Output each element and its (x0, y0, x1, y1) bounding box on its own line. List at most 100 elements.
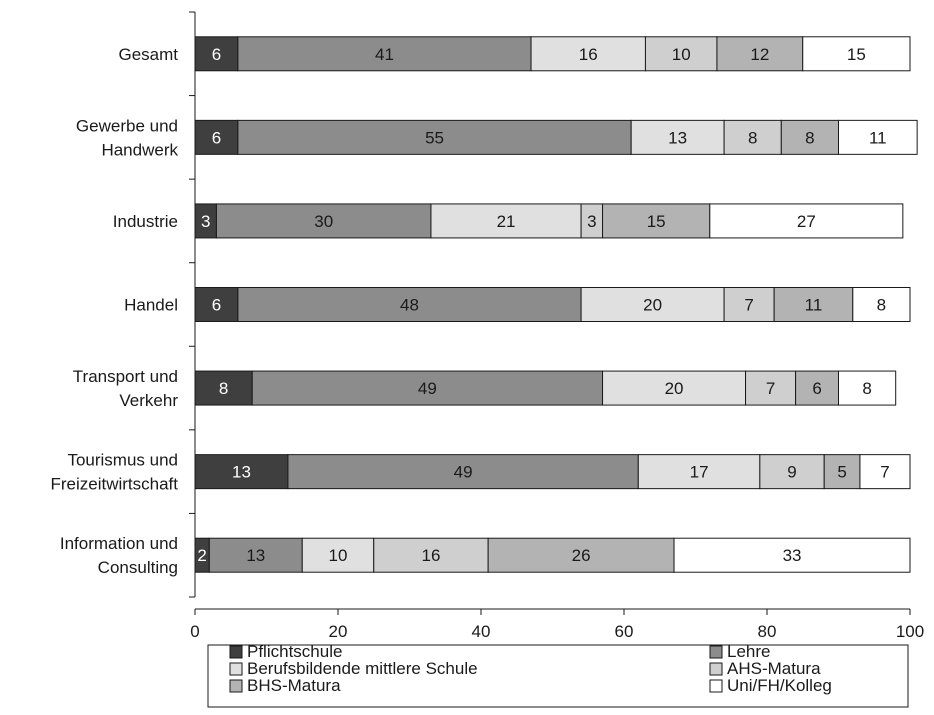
x-tick-label: 40 (472, 622, 491, 641)
bar-value-label: 11 (805, 296, 823, 315)
bar-value-label: 8 (805, 128, 814, 147)
bar-segment (630, 119, 725, 155)
bar-segment (430, 203, 582, 239)
bar-segment (194, 119, 239, 155)
bar-segment (802, 36, 911, 72)
bar-value-label: 48 (400, 296, 419, 315)
bar-segment (251, 370, 604, 406)
bar-value-label: 12 (750, 45, 769, 64)
legend-label: Uni/FH/Kolleg (727, 676, 832, 695)
category-label: Verkehr (119, 391, 178, 410)
x-tick-label: 100 (896, 622, 924, 641)
bar-segment (723, 119, 782, 155)
legend-swatch (229, 645, 243, 659)
bar-value-label: 13 (668, 128, 687, 147)
legend-label: Pflichtschule (247, 642, 342, 661)
bar-value-label: 49 (418, 379, 437, 398)
category-label: Transport und (73, 367, 178, 386)
bar-value-label: 49 (454, 463, 473, 482)
bar-value-label: 13 (246, 546, 265, 565)
bar-value-label: 8 (877, 296, 886, 315)
bar-value-label: 7 (744, 296, 753, 315)
bar-segment (637, 454, 761, 490)
bar-value-label: 10 (672, 45, 691, 64)
bar-segment (194, 454, 289, 490)
bar-segment (237, 287, 582, 322)
legend-label: Berufsbildende mittlere Schule (247, 659, 478, 678)
bar-value-label: 13 (232, 463, 251, 482)
bar-value-label: 15 (847, 45, 866, 64)
legend-swatch (709, 645, 723, 659)
bar-value-label: 55 (425, 128, 444, 147)
bar-segment (773, 287, 854, 322)
category-label: Tourismus und (67, 451, 178, 470)
bar-segment (673, 537, 911, 573)
bar-value-label: 7 (766, 379, 775, 398)
category-label: Gewerbe und (76, 116, 178, 135)
bar-value-label: 9 (787, 463, 796, 482)
bar-value-label: 3 (201, 212, 210, 231)
bar-value-label: 5 (837, 463, 846, 482)
category-label: Gesamt (118, 45, 178, 64)
bar-segment (487, 537, 675, 573)
bar-value-label: 17 (690, 463, 709, 482)
bar-segment (530, 36, 646, 72)
legend-label: AHS-Matura (727, 659, 821, 678)
bar-value-label: 16 (579, 45, 598, 64)
bar-segment (759, 454, 825, 490)
bar-segment (716, 36, 804, 72)
bar-value-label: 33 (783, 546, 802, 565)
bar-segment (301, 537, 375, 573)
bar-value-label: 2 (197, 546, 206, 565)
bar-segment (237, 119, 632, 155)
legend: Pflichtschule Lehre Berufsbildende mittler… (207, 642, 909, 708)
bar-segment (745, 370, 797, 406)
legend-swatch (229, 679, 243, 693)
bar-segment (823, 454, 861, 490)
bar-value-label: 27 (797, 212, 816, 231)
category-label: Consulting (98, 558, 178, 577)
x-tick-label: 60 (615, 622, 634, 641)
bar-value-label: 21 (497, 212, 516, 231)
bar-value-label: 8 (219, 379, 228, 398)
bar-value-label: 16 (421, 546, 440, 565)
legend-swatch (229, 662, 243, 676)
bar-value-label: 11 (869, 128, 887, 147)
bar-value-label: 30 (314, 212, 333, 231)
axis-layer: Gesamt Gewerbe und Handwerk Industrie Handel… (50, 11, 924, 641)
legend-label: BHS-Matura (247, 676, 341, 695)
bars-layer: 6 41 16 10 12 156 55 13 8 8 113 30 21 3 15 276 48 20 7 11 88… (194, 36, 918, 573)
x-tick-label: 80 (758, 622, 777, 641)
bar-value-label: 7 (880, 463, 889, 482)
legend-label: Lehre (727, 642, 770, 661)
bar-value-label: 8 (748, 128, 757, 147)
category-label: Industrie (113, 212, 178, 231)
bar-segment (194, 287, 239, 322)
bar-segment (237, 36, 532, 72)
bar-value-label: 8 (862, 379, 871, 398)
bar-value-label: 6 (812, 379, 821, 398)
bar-value-label: 10 (329, 546, 348, 565)
category-label: Freizeitwirtschaft (50, 475, 178, 494)
bar-segment (215, 203, 432, 239)
legend-swatch (709, 679, 723, 693)
legend-swatch (709, 662, 723, 676)
bar-segment (709, 203, 904, 239)
bar-value-label: 41 (375, 45, 394, 64)
bar-segment (859, 454, 911, 490)
bar-value-label: 6 (212, 45, 221, 64)
bar-segment (795, 370, 839, 406)
bar-segment (373, 537, 489, 573)
legend-box (207, 644, 909, 708)
x-tick-label: 20 (329, 622, 348, 641)
category-label: Handel (124, 296, 178, 315)
bar-segment (838, 119, 918, 155)
bar-value-label: 26 (572, 546, 591, 565)
bar-segment (852, 287, 911, 322)
bar-value-label: 6 (212, 128, 221, 147)
bar-value-label: 20 (665, 379, 684, 398)
category-label: Handwerk (101, 140, 178, 159)
bar-segment (287, 454, 639, 490)
x-tick-label: 0 (190, 622, 199, 641)
